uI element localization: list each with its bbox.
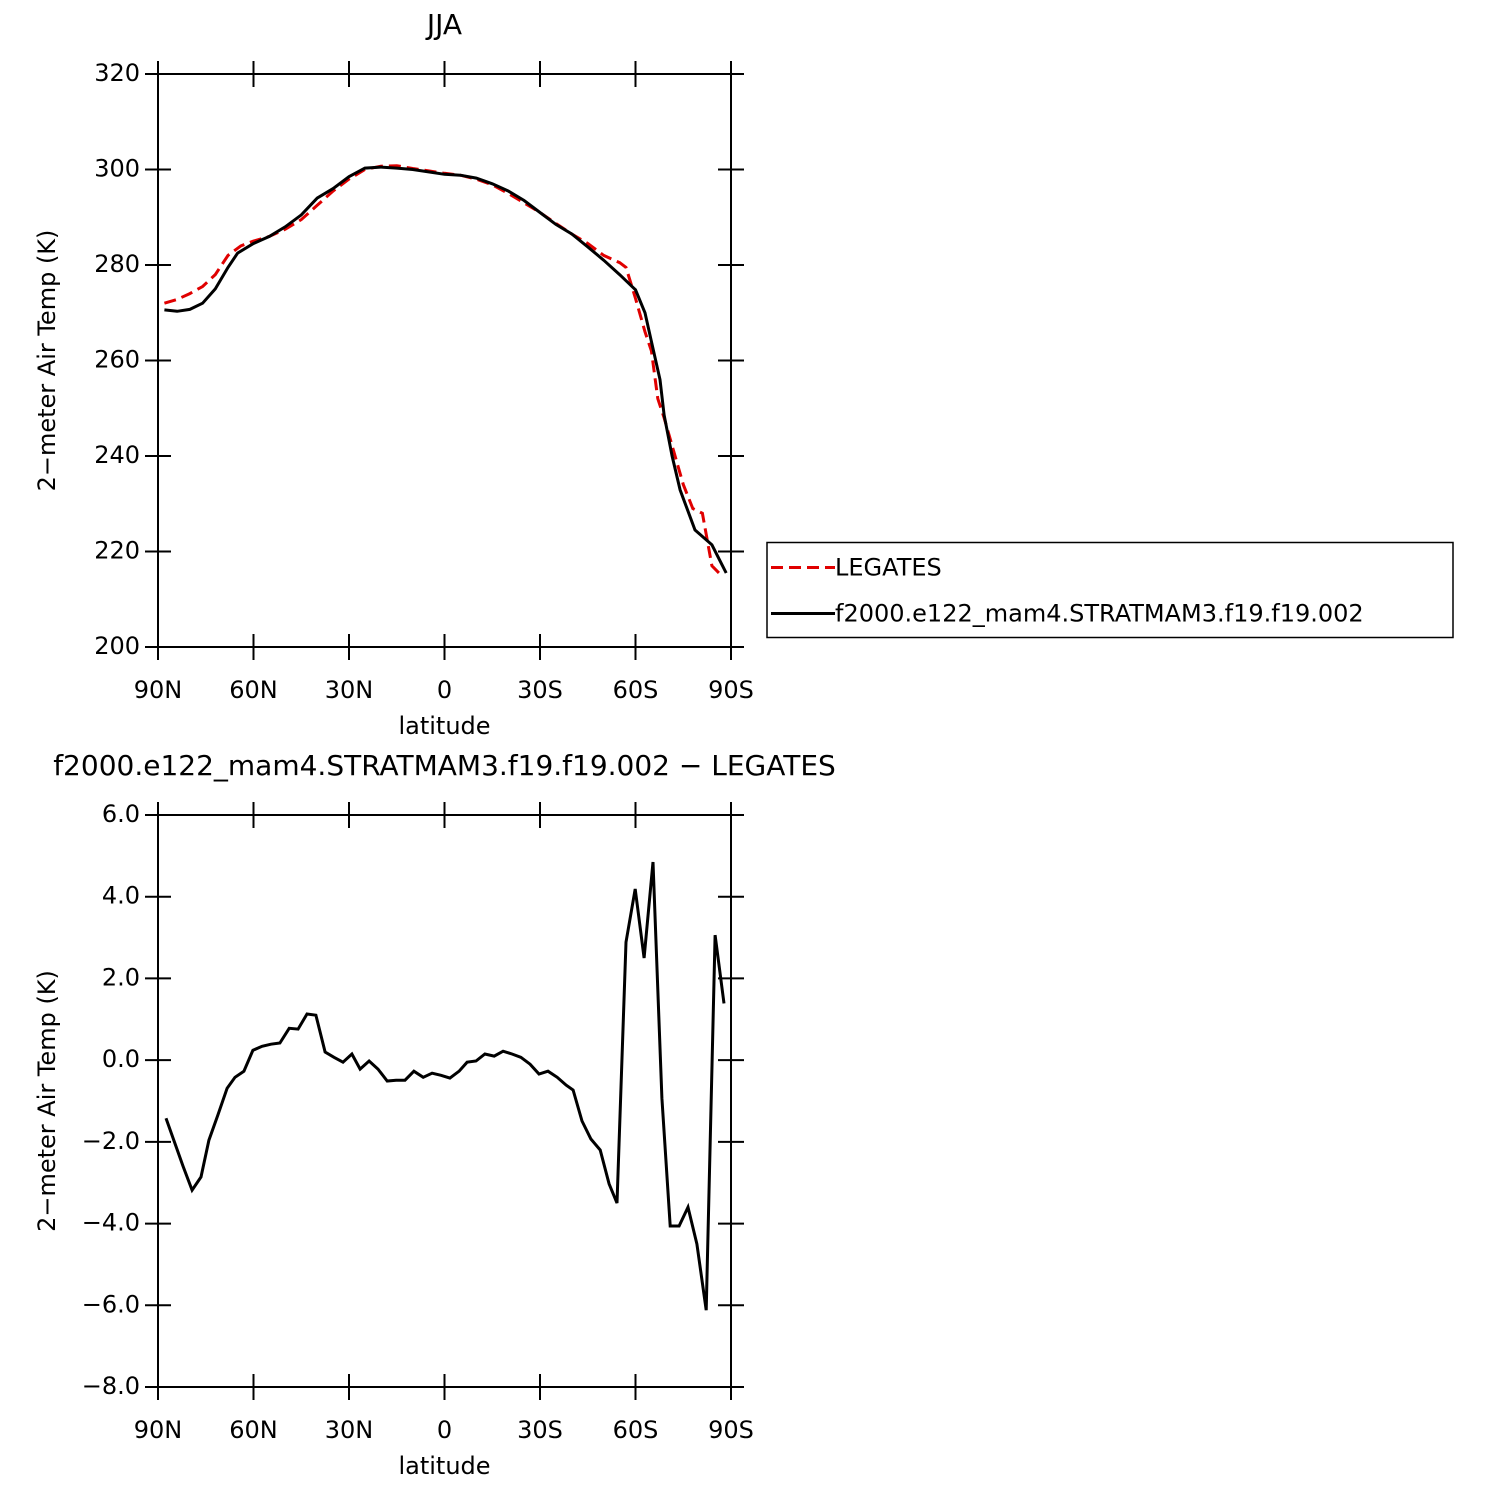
y-tick-label: −6.0 [82,1290,140,1318]
x-tick-label: 90S [708,676,754,704]
x-axis-label: latitude [398,1452,490,1480]
data-line [164,861,726,1311]
chart-title: JJA [425,8,462,41]
y-tick-label: 4.0 [102,882,140,910]
x-tick-label: 90N [134,1416,183,1444]
plot-frame [157,73,732,648]
legend-label: LEGATES [835,554,942,582]
plot-frame [157,814,732,1388]
legend-box [766,541,1454,639]
chart-title: f2000.e122_mam4.STRATMAM3.f19.f19.002 − … [53,749,836,782]
x-tick-label: 30S [517,1416,563,1444]
x-tick-label: 30N [325,676,374,704]
y-tick-label: 0.0 [102,1045,140,1073]
y-axis-label: 2−meter Air Temp (K) [33,970,61,1232]
data-line [164,165,728,574]
x-tick-label: 0 [437,676,452,704]
x-tick-label: 0 [437,1416,452,1444]
x-tick-label: 30N [325,1416,374,1444]
x-axis-label: latitude [398,712,490,740]
y-tick-label: 2.0 [102,963,140,991]
y-tick-label: 260 [94,346,140,374]
y-tick-label: −4.0 [82,1209,140,1237]
legend-label: f2000.e122_mam4.STRATMAM3.f19.f19.002 [835,600,1364,628]
x-tick-label: 60S [613,1416,659,1444]
y-tick-label: 200 [94,632,140,660]
x-tick-label: 60N [229,1416,278,1444]
data-line [163,164,723,577]
x-tick-label: 60S [613,676,659,704]
x-tick-label: 30S [517,676,563,704]
y-tick-label: 320 [94,59,140,87]
y-tick-label: −8.0 [82,1372,140,1400]
y-tick-label: 240 [94,441,140,469]
y-tick-label: 220 [94,537,140,565]
x-tick-label: 60N [229,676,278,704]
y-tick-label: 280 [94,250,140,278]
y-axis-label: 2−meter Air Temp (K) [33,230,61,492]
y-tick-label: 6.0 [102,800,140,828]
y-tick-label: −2.0 [82,1127,140,1155]
x-tick-label: 90N [134,676,183,704]
x-tick-label: 90S [708,1416,754,1444]
y-tick-label: 300 [94,155,140,183]
